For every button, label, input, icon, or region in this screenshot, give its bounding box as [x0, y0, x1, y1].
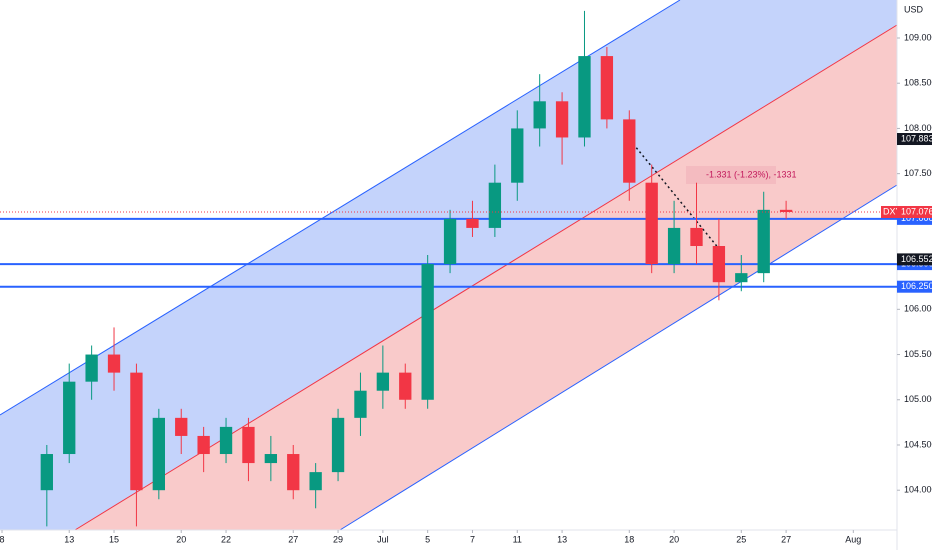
x-tick-label: 18	[624, 534, 634, 544]
currency-label: USD	[904, 4, 924, 14]
y-tick-label: 109.000	[904, 32, 932, 42]
candle-body	[511, 128, 524, 183]
x-tick-label: 20	[669, 534, 679, 544]
candle-body	[578, 56, 591, 138]
measure-label: -1.331 (-1.23%), -1331	[706, 169, 797, 179]
candle-body	[197, 435, 210, 455]
y-tick-label: 104.000	[904, 485, 932, 495]
candle-body	[399, 372, 412, 400]
x-tick-label: 11	[513, 534, 522, 544]
candle-body	[735, 273, 748, 283]
x-tick-label: 27	[781, 534, 791, 544]
x-tick-label: Aug	[845, 534, 861, 544]
level-tag	[897, 280, 932, 293]
x-tick-label: Jul	[377, 534, 389, 544]
candle-body	[443, 218, 457, 265]
level-label: 107.000	[901, 213, 932, 223]
last-price-label: 107.076	[901, 206, 932, 216]
x-tick-label: 25	[736, 534, 746, 544]
candle-body	[421, 264, 434, 400]
x-tick-label: 27	[288, 534, 298, 544]
channel-upper-line	[0, 0, 681, 416]
y-tick-label: 107.500	[904, 168, 932, 178]
candle-body	[712, 246, 726, 283]
x-tick-label: 22	[221, 534, 231, 544]
candle-body	[242, 426, 255, 464]
y-tick-label: 105.000	[904, 394, 932, 404]
channel-lower-line	[339, 184, 898, 531]
candle-body	[130, 372, 143, 491]
candle-body	[779, 209, 793, 212]
candle-body	[40, 454, 53, 491]
candle-body	[175, 417, 188, 436]
candle-body	[645, 182, 658, 265]
x-tick-label: 13	[64, 534, 74, 544]
candle-body	[309, 472, 322, 491]
last-price-tag	[897, 206, 932, 218]
candle-body	[376, 372, 390, 391]
candle-body	[623, 119, 636, 183]
level-label: 106.250	[901, 281, 932, 291]
y-tick-label: 106.000	[904, 304, 932, 314]
marker-tag	[897, 253, 932, 266]
candle-body	[488, 182, 502, 228]
x-tick-label: 20	[176, 534, 186, 544]
candle-body	[264, 454, 278, 464]
symbol-tag	[881, 206, 897, 218]
x-tick-label: 8	[0, 534, 5, 544]
y-tick-label: 104.500	[904, 439, 932, 449]
symbol-label: DXY	[883, 206, 902, 216]
candle-body	[85, 354, 98, 382]
candle-body	[331, 417, 345, 473]
x-tick-label: 15	[109, 534, 119, 544]
candle-body	[690, 227, 703, 247]
y-tick-label: 105.500	[904, 349, 932, 359]
candle-body	[667, 227, 681, 265]
x-tick-label: 29	[333, 534, 343, 544]
measure-box	[686, 166, 776, 184]
candle-body	[287, 454, 300, 491]
candle-body	[533, 101, 546, 129]
marker-label: 107.883	[901, 133, 932, 143]
x-tick-label: 13	[557, 534, 567, 544]
candle-body	[555, 101, 569, 138]
y-tick-label: 108.500	[904, 78, 932, 88]
marker-label: 106.552	[901, 254, 932, 264]
candle-body	[600, 56, 614, 120]
candle-body	[354, 390, 367, 418]
candle-body	[219, 426, 233, 455]
x-tick-label: 7	[470, 534, 475, 544]
candle-body	[63, 381, 76, 455]
candle-body	[757, 209, 770, 274]
x-tick-label: 5	[425, 534, 430, 544]
candle-body	[152, 417, 165, 491]
candle-body	[466, 218, 479, 228]
y-tick-label: 108.000	[904, 123, 932, 133]
marker-tag	[897, 133, 932, 146]
channel-mid-line	[74, 24, 898, 531]
measure-line	[629, 139, 721, 251]
candle-body	[107, 354, 121, 373]
